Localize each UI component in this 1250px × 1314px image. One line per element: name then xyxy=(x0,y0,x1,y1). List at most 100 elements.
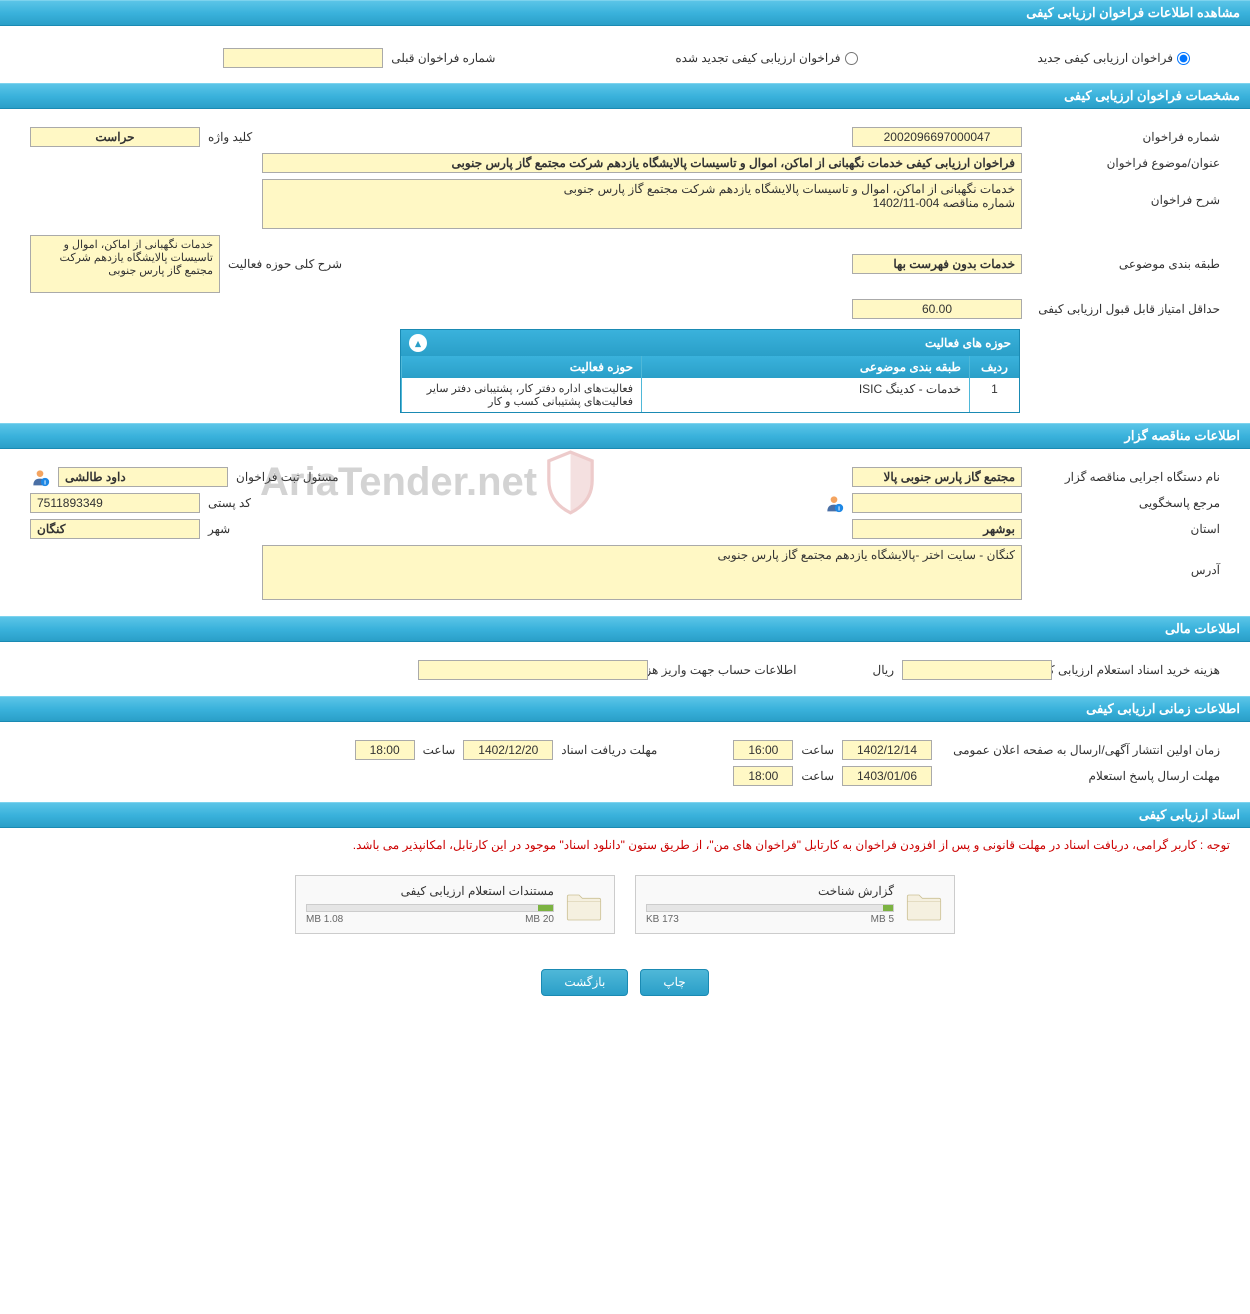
specs-block: شماره فراخوان 2002096697000047 کلید واژه… xyxy=(0,111,1250,423)
button-row: چاپ بازگشت xyxy=(0,949,1250,1026)
receive-label: مهلت دریافت اسناد xyxy=(561,743,657,757)
receive-time-label: ساعت xyxy=(423,743,456,757)
org-label: نام دستگاه اجرایی مناقصه گزار xyxy=(1030,470,1220,484)
response-label: مهلت ارسال پاسخ استعلام xyxy=(940,769,1220,783)
publish-time-label: ساعت xyxy=(801,743,834,757)
responder-field xyxy=(852,493,1022,513)
svg-text:i: i xyxy=(838,506,840,513)
financial-block: هزینه خرید اسناد استعلام ارزیابی کیفی ری… xyxy=(0,644,1250,696)
activities-thead: ردیف طبقه بندی موضوعی حوزه فعالیت xyxy=(401,356,1019,378)
number-label: شماره فراخوان xyxy=(1030,130,1220,144)
radio-renewed[interactable]: فراخوان ارزیابی کیفی تجدید شده xyxy=(675,51,857,65)
doc2-labels: 20 MB 1.08 MB xyxy=(306,914,554,925)
receive-time: 18:00 xyxy=(355,740,415,760)
financial-header: اطلاعات مالی xyxy=(0,616,1250,642)
province-field: بوشهر xyxy=(852,519,1022,539)
address-label: آدرس xyxy=(1030,545,1220,577)
person-icon: i xyxy=(30,467,50,487)
specs-header: مشخصات فراخوان ارزیابی کیفی xyxy=(0,83,1250,109)
keyword-label: کلید واژه xyxy=(208,130,252,144)
activities-header-label: حوزه های فعالیت xyxy=(925,336,1011,350)
back-button[interactable]: بازگشت xyxy=(541,969,628,996)
docs-notice: توجه : کاربر گرامی، دریافت اسناد در مهلت… xyxy=(0,830,1250,860)
doc2-progress xyxy=(306,904,554,912)
doc-info-1: گزارش شناخت 5 MB 173 KB xyxy=(646,884,894,925)
doc1-labels: 5 MB 173 KB xyxy=(646,914,894,925)
number-field: 2002096697000047 xyxy=(852,127,1022,147)
category-field: خدمات بدون فهرست بها xyxy=(852,254,1022,274)
activity-scope-field: خدمات نگهبانی از اماکن، اموال و تاسیسات … xyxy=(30,235,220,293)
doc-card-2[interactable]: مستندات استعلام ارزیابی کیفی 20 MB 1.08 … xyxy=(295,875,615,934)
timing-block: زمان اولین انتشار آگهی/ارسال به صفحه اعل… xyxy=(0,724,1250,802)
city-label: شهر xyxy=(208,522,230,536)
radio-renewed-label: فراخوان ارزیابی کیفی تجدید شده xyxy=(675,51,840,65)
response-time-label: ساعت xyxy=(801,769,834,783)
account-label: اطلاعات حساب جهت واریز هزینه خرید اسناد xyxy=(656,663,796,677)
doc-info-2: مستندات استعلام ارزیابی کیفی 20 MB 1.08 … xyxy=(306,884,554,925)
timing-header: اطلاعات زمانی ارزیابی کیفی xyxy=(0,696,1250,722)
response-time: 18:00 xyxy=(733,766,793,786)
doc2-title: مستندات استعلام ارزیابی کیفی xyxy=(306,884,554,898)
activity-scope-label: شرح کلی حوزه فعالیت xyxy=(228,257,342,271)
svg-text:i: i xyxy=(44,480,46,487)
postal-field: 7511893349 xyxy=(30,493,200,513)
title-label: عنوان/موضوع فراخوان xyxy=(1030,156,1220,170)
person-info-icon: i xyxy=(824,493,844,513)
receive-date: 1402/12/20 xyxy=(463,740,553,760)
keyword-field: حراست xyxy=(30,127,200,147)
tenderer-header: اطلاعات مناقصه گزار xyxy=(0,423,1250,449)
cell-idx: 1 xyxy=(969,378,1019,412)
city-field: کنگان xyxy=(30,519,200,539)
docs-row: گزارش شناخت 5 MB 173 KB مستندات استعلام … xyxy=(0,860,1250,949)
doc1-title: گزارش شناخت xyxy=(646,884,894,898)
doc-card-1[interactable]: گزارش شناخت 5 MB 173 KB xyxy=(635,875,955,934)
collapse-icon[interactable]: ▴ xyxy=(409,334,427,352)
cost-field xyxy=(902,660,1052,680)
docs-header: اسناد ارزیابی کیفی xyxy=(0,802,1250,828)
publish-label: زمان اولین انتشار آگهی/ارسال به صفحه اعل… xyxy=(940,743,1220,757)
min-score-label: حداقل امتیاز قابل قبول ارزیابی کیفی xyxy=(1030,302,1220,316)
tenderer-block: نام دستگاه اجرایی مناقصه گزار مجتمع گاز … xyxy=(0,451,1250,616)
activities-table: حوزه های فعالیت ▴ ردیف طبقه بندی موضوعی … xyxy=(400,329,1020,413)
activity-row: 1 خدمات - کدینگ ISIC فعالیت‌های اداره دف… xyxy=(401,378,1019,412)
th-idx: ردیف xyxy=(969,356,1019,378)
th-category: طبقه بندی موضوعی xyxy=(641,356,969,378)
cell-activity: فعالیت‌های اداره دفتر کار، پشتیبانی دفتر… xyxy=(401,378,641,412)
postal-label: کد پستی xyxy=(208,496,251,510)
org-field: مجتمع گاز پارس جنوبی پالا xyxy=(852,467,1022,487)
radio-renewed-input[interactable] xyxy=(845,52,858,65)
address-field: کنگان - سایت اختر -پالایشگاه یازدهم مجتم… xyxy=(262,545,1022,600)
category-label: طبقه بندی موضوعی xyxy=(1030,257,1220,271)
desc-label: شرح فراخوان xyxy=(1030,179,1220,207)
publish-date: 1402/12/14 xyxy=(842,740,932,760)
folder-icon xyxy=(904,887,944,923)
response-date: 1403/01/06 xyxy=(842,766,932,786)
doc2-max: 20 MB xyxy=(525,914,554,925)
doc1-size: 173 KB xyxy=(646,914,679,925)
responder-label: مرجع پاسخگویی xyxy=(1030,496,1220,510)
doc1-max: 5 MB xyxy=(871,914,894,925)
min-score-field: 60.00 xyxy=(852,299,1022,319)
registrar-field: داود طالشی xyxy=(58,467,228,487)
cell-category: خدمات - کدینگ ISIC xyxy=(641,378,969,412)
prev-number-pair: شماره فراخوان قبلی xyxy=(223,48,495,68)
radio-new-label: فراخوان ارزیابی کیفی جدید xyxy=(1038,51,1173,65)
th-activity: حوزه فعالیت xyxy=(401,356,641,378)
title-field: فراخوان ارزیابی کیفی خدمات نگهبانی از ام… xyxy=(262,153,1022,173)
province-label: استان xyxy=(1030,522,1220,536)
radio-new-input[interactable] xyxy=(1177,52,1190,65)
registrar-label: مسئول ثبت فراخوان xyxy=(236,470,339,484)
doc2-size: 1.08 MB xyxy=(306,914,343,925)
folder-icon xyxy=(564,887,604,923)
call-type-row: فراخوان ارزیابی کیفی جدید فراخوان ارزیاب… xyxy=(0,28,1250,83)
publish-time: 16:00 xyxy=(733,740,793,760)
desc-field: خدمات نگهبانی از اماکن، اموال و تاسیسات … xyxy=(262,179,1022,229)
activities-header-bar: حوزه های فعالیت ▴ xyxy=(401,330,1019,356)
prev-number-label: شماره فراخوان قبلی xyxy=(391,51,495,65)
doc1-progress xyxy=(646,904,894,912)
cost-label: هزینه خرید اسناد استعلام ارزیابی کیفی xyxy=(1060,663,1220,677)
prev-number-field xyxy=(223,48,383,68)
print-button[interactable]: چاپ xyxy=(640,969,708,996)
radio-new[interactable]: فراخوان ارزیابی کیفی جدید xyxy=(1038,51,1190,65)
rial-label: ریال xyxy=(872,663,894,677)
